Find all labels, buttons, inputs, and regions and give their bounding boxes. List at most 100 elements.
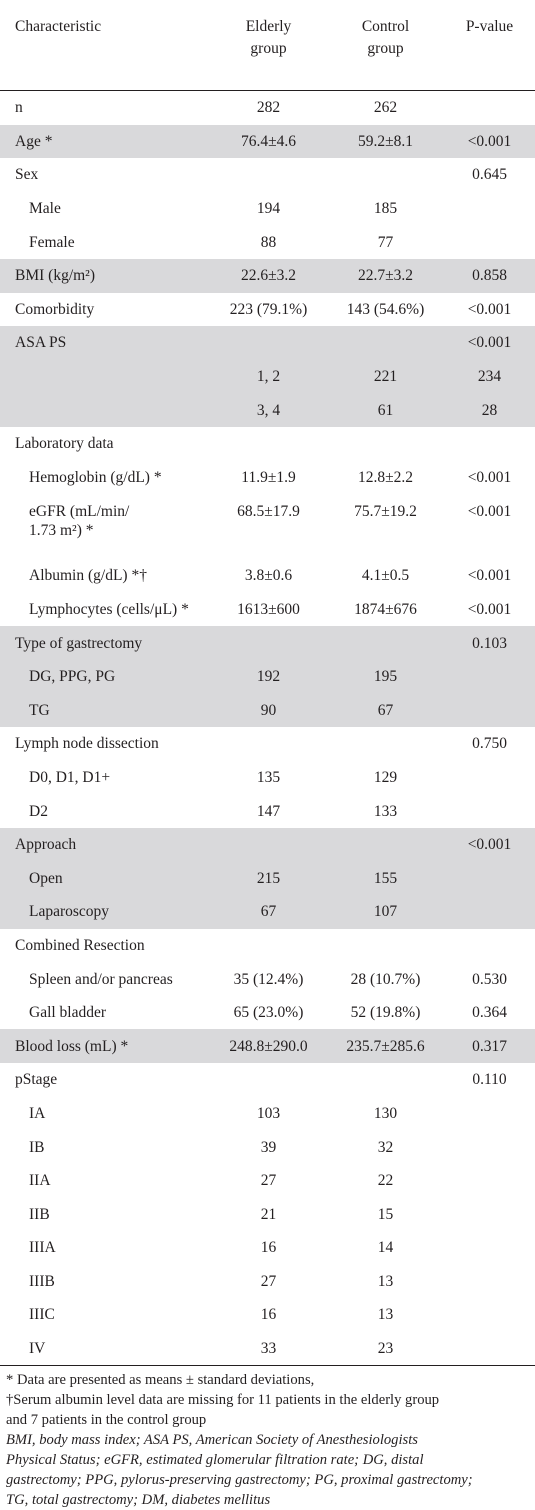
elderly-value: 3, 4: [210, 393, 327, 427]
table-row: 1, 2 221 234: [0, 359, 535, 394]
row-label: IIIC: [0, 1298, 210, 1332]
row-label: Approach: [0, 827, 210, 862]
table-row: Approach <0.001: [0, 827, 535, 862]
p-value: <0.001: [467, 503, 512, 521]
table-row: IIB 21 15: [0, 1197, 535, 1231]
elderly-value: 135: [256, 768, 281, 786]
table-row: IIIC 16 13: [0, 1298, 535, 1332]
table-row: Female 88 77: [0, 225, 535, 259]
elderly-value: [210, 1063, 327, 1097]
row-label: Lymph node dissection: [0, 727, 210, 761]
row-label: [0, 359, 210, 394]
p-value: 0.645: [472, 166, 507, 184]
elderly-value: 27: [260, 1272, 277, 1290]
elderly-value: 65 (23.0%): [233, 1004, 304, 1022]
table-row: Albumin (g/dL) *† 3.8±0.6 4.1±0.5 <0.001: [0, 559, 535, 593]
row-label: Age *: [0, 124, 210, 159]
elderly-value: [210, 827, 327, 862]
row-label: Female: [0, 225, 210, 259]
p-value: [444, 794, 535, 828]
p-value: 28: [444, 393, 535, 427]
control-value: 75.7±19.2: [354, 503, 417, 521]
row-label-text: Blood loss (mL) *: [15, 1037, 129, 1055]
elderly-value: 33: [210, 1331, 327, 1367]
p-value: 0.317: [444, 1029, 535, 1064]
elderly-value: 248.8±290.0: [210, 1029, 327, 1064]
row-label: Gall bladder: [0, 996, 210, 1030]
table-row: Sex 0.645: [0, 158, 535, 192]
elderly-value: 103: [256, 1104, 281, 1122]
table-row: Comorbidity 223 (79.1%) 143 (54.6%) <0.001: [0, 293, 535, 327]
control-value: 22: [377, 1172, 394, 1190]
table-row: IA 103 130: [0, 1097, 535, 1131]
table-row: Age * 76.4±4.6 59.2±8.1 <0.001: [0, 124, 535, 159]
p-value: 0.103: [444, 626, 535, 660]
elderly-value: 1, 2: [210, 359, 327, 394]
table-row: Male 194 185: [0, 192, 535, 226]
p-value: [444, 1164, 535, 1198]
p-value: [444, 91, 535, 125]
row-label-text: ASA PS: [15, 334, 67, 352]
elderly-value: [210, 326, 327, 360]
table-row: IB 39 32: [0, 1130, 535, 1164]
row-label-text: Albumin (g/dL) *†: [29, 567, 147, 585]
elderly-value: 1613±600: [237, 601, 300, 619]
control-value: [327, 929, 444, 963]
row-label: Open: [0, 861, 210, 896]
row-label-text: IIB: [29, 1205, 50, 1223]
p-value: <0.001: [444, 326, 535, 360]
row-label-text: Female: [29, 233, 75, 251]
row-label: BMI (kg/m²): [0, 258, 210, 293]
row-label: Type of gastrectomy: [0, 626, 210, 660]
row-label-text: Lymphocytes (cells/μL) *: [29, 601, 189, 619]
p-value: [444, 693, 535, 728]
row-label-text: IIIA: [29, 1239, 56, 1257]
elderly-value: 11.9±1.9: [241, 468, 296, 486]
row-label: DG, PPG, PG: [0, 659, 210, 694]
elderly-value: 27: [260, 1172, 277, 1190]
control-value: 130: [373, 1104, 398, 1122]
row-label-text: n: [15, 99, 23, 117]
control-value: 12.8±2.2: [357, 468, 413, 486]
control-value: 77: [377, 233, 394, 251]
row-label-text: Laparoscopy: [29, 903, 110, 921]
control-value: 22.7±3.2: [327, 258, 444, 293]
elderly-value: [210, 929, 327, 963]
control-value: [327, 727, 444, 761]
row-label-text: Combined Resection: [15, 936, 145, 954]
p-value: <0.001: [467, 567, 512, 585]
row-label-text: TG: [29, 701, 50, 719]
row-label-text: D2: [29, 802, 48, 820]
table-body: n 282 262 Age * 76.4±4.6 59.2±8.1 <0.001 Sex 0.6…: [0, 91, 535, 1367]
row-label-text: Type of gastrectomy: [15, 634, 143, 652]
p-value: [444, 427, 535, 461]
p-value: 234: [444, 359, 535, 394]
control-value: 155: [327, 861, 444, 896]
p-value: 0.750: [472, 735, 507, 753]
elderly-value: [210, 626, 327, 660]
elderly-value: 147: [256, 802, 281, 820]
p-value: [444, 761, 535, 795]
row-label-text: Gall bladder: [29, 1004, 107, 1022]
table-row: IIIB 27 13: [0, 1265, 535, 1299]
row-label: Laparoscopy: [0, 895, 210, 929]
elderly-value: 68.5±17.9: [237, 503, 300, 521]
elderly-value: 194: [256, 200, 281, 218]
footnote-means: * Data are presented as means ± standard…: [6, 1372, 315, 1389]
row-label: n: [0, 91, 210, 125]
table-row: Type of gastrectomy 0.103: [0, 626, 535, 660]
elderly-value: 88: [260, 233, 277, 251]
elderly-value: 192: [210, 659, 327, 694]
row-label-text: D0, D1, D1+: [29, 768, 111, 786]
elderly-value: 3.8±0.6: [244, 567, 293, 585]
table-row: IIA 27 22: [0, 1164, 535, 1198]
control-value: 14: [377, 1239, 394, 1257]
row-label-text: Comorbidity: [15, 300, 95, 318]
row-label: eGFR (mL/min/1.73 m²) *: [0, 494, 210, 559]
elderly-value: [210, 427, 327, 461]
abbreviations-line3: gastrectomy; PPG, pylorus-preserving gas…: [6, 1472, 473, 1489]
row-label-text: pStage: [15, 1071, 58, 1089]
row-label: ASA PS: [0, 326, 210, 360]
table-row: IIIA 16 14: [0, 1231, 535, 1265]
